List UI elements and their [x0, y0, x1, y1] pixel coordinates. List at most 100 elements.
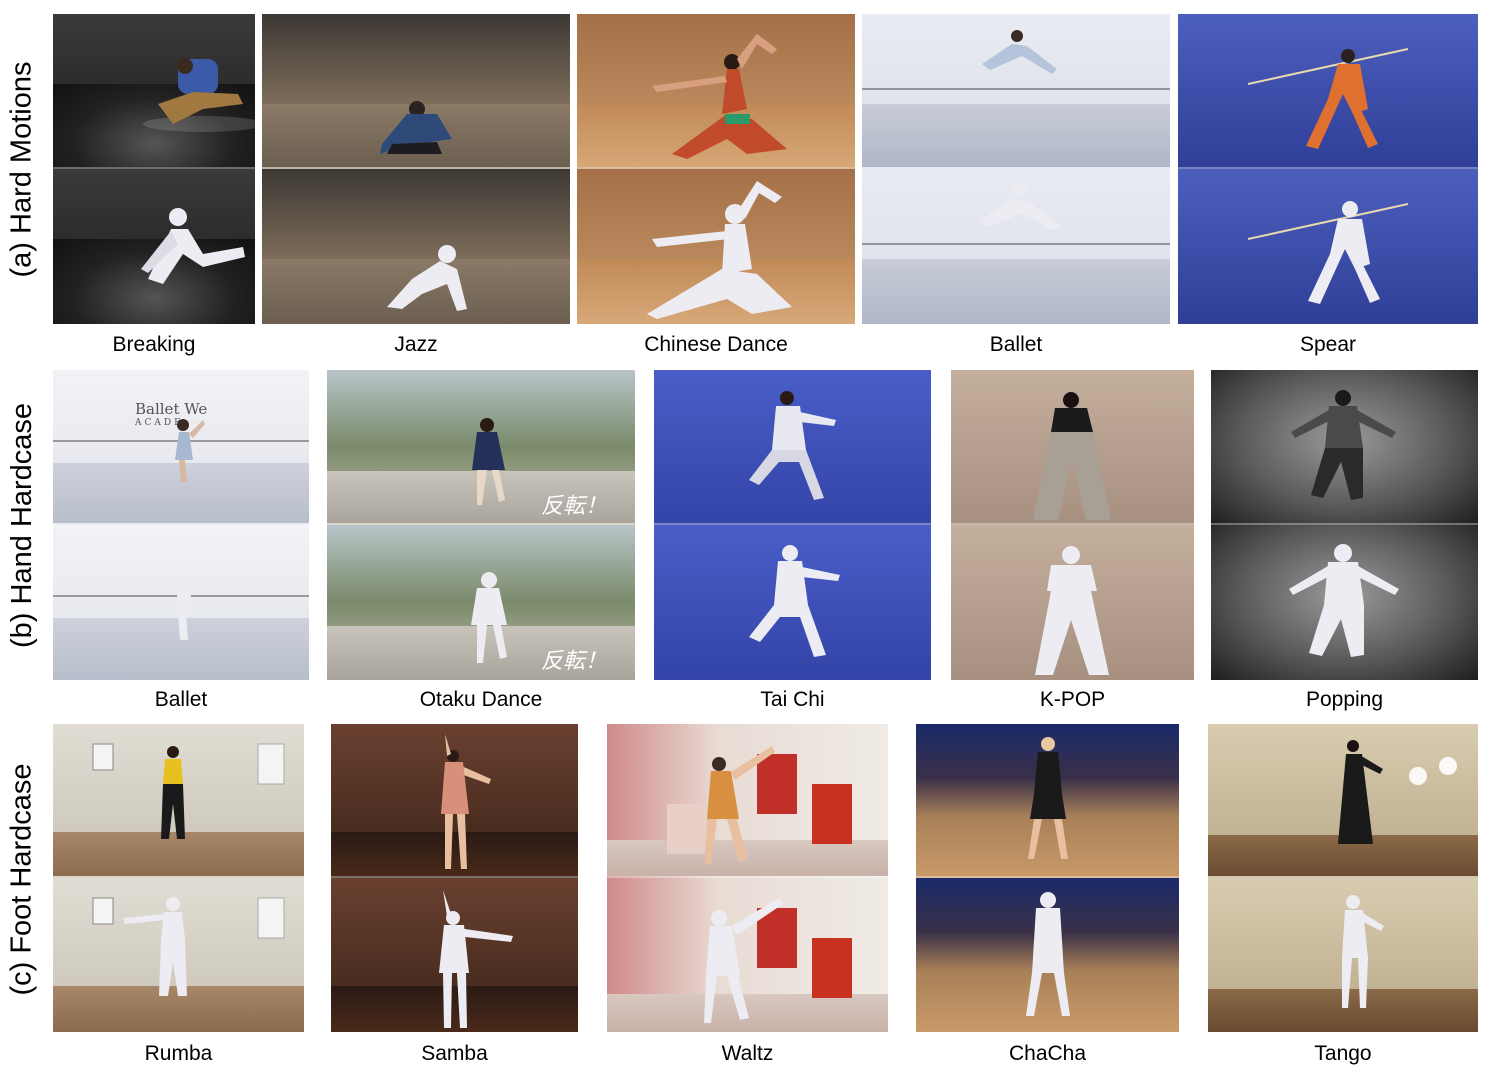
mesh-frame — [607, 876, 888, 1032]
mesh-figure — [1026, 892, 1070, 1016]
caption-ballet-a: Ballet — [989, 333, 1043, 356]
dancer-figure — [1028, 737, 1068, 859]
mesh-figure — [387, 245, 467, 311]
row-label-text: (a) Hard Motions — [5, 61, 38, 277]
caption-chacha: ChaCha — [1008, 1042, 1087, 1065]
mesh-figure — [647, 181, 792, 319]
image-samba — [331, 724, 578, 1032]
mesh-figure — [471, 572, 507, 663]
image-tango — [1208, 724, 1478, 1032]
caption-otaku-dance: Otaku Dance — [419, 688, 543, 711]
dancer-figure — [175, 419, 205, 482]
input-frame — [607, 724, 888, 878]
mesh-figure — [1247, 201, 1409, 304]
image-otaku-dance: 反転！ 反転！ — [327, 370, 635, 680]
row-label-text: (b) Hand Hardcase — [5, 402, 38, 648]
input-frame — [654, 370, 931, 525]
dancer-figure — [1291, 390, 1396, 500]
mesh-figure — [141, 208, 245, 284]
image-spear — [1178, 14, 1478, 324]
input-frame — [1178, 14, 1478, 169]
input-frame — [53, 724, 304, 878]
mesh-figure — [1035, 546, 1109, 675]
mesh-frame — [1178, 167, 1478, 324]
input-frame — [916, 724, 1179, 878]
image-jazz — [262, 14, 570, 324]
row-label-hard-motions: (a) Hard Motions — [0, 14, 44, 324]
mesh-frame — [53, 523, 309, 680]
otaku-overlay-text: 反転！ — [540, 494, 607, 519]
mesh-figure — [1289, 544, 1399, 657]
mesh-figure — [439, 890, 513, 1028]
mesh-frame — [1208, 876, 1478, 1032]
dancer-figure — [667, 746, 852, 864]
mesh-figure — [704, 898, 852, 1023]
mesh-figure — [175, 573, 208, 640]
image-ballet-a — [862, 14, 1170, 324]
dancer-figure — [749, 391, 836, 500]
input-frame — [331, 724, 578, 878]
input-frame: Ballet We ACADE — [53, 370, 309, 525]
input-frame: 反転！ — [327, 370, 635, 525]
mesh-frame — [916, 876, 1179, 1032]
caption-chinese-dance: Chinese Dance — [644, 333, 788, 356]
mesh-frame: 反転！ — [327, 523, 635, 680]
academy-sign: Ballet We ACADE — [135, 400, 207, 428]
image-waltz — [607, 724, 888, 1032]
image-k-pop — [951, 370, 1194, 680]
image-tai-chi — [654, 370, 931, 680]
caption-breaking: Breaking — [112, 333, 196, 356]
sign-subtext: ACADE — [135, 418, 184, 428]
input-frame — [1211, 370, 1478, 525]
dancer-figure — [1033, 392, 1111, 520]
row-label-foot-hardcase: (c) Foot Hardcase — [0, 724, 44, 1034]
input-frame — [1208, 724, 1478, 878]
mesh-figure — [1342, 895, 1384, 1008]
image-rumba — [53, 724, 304, 1032]
dancer-figure — [441, 734, 491, 869]
dancer-figure — [1338, 740, 1457, 844]
image-ballet-b: Ballet We ACADE — [53, 370, 309, 680]
mesh-frame — [53, 167, 255, 324]
caption-popping: Popping — [1305, 688, 1384, 711]
mesh-figure — [92, 897, 285, 996]
mesh-figure — [980, 182, 1060, 231]
row-label-text: (c) Foot Hardcase — [5, 762, 38, 996]
mesh-figure — [749, 545, 840, 657]
image-chinese-dance — [577, 14, 855, 324]
dancer-figure — [1247, 48, 1409, 149]
caption-rumba: Rumba — [144, 1042, 213, 1065]
mesh-frame — [951, 523, 1194, 680]
mesh-frame — [262, 167, 570, 324]
sign-text: Ballet We — [135, 400, 208, 418]
image-popping — [1211, 370, 1478, 680]
caption-tai-chi: Tai Chi — [760, 688, 825, 711]
image-breaking — [53, 14, 255, 324]
mesh-frame — [654, 523, 931, 680]
caption-jazz: Jazz — [394, 333, 438, 356]
row-label-hand-hardcase: (b) Hand Hardcase — [0, 370, 44, 680]
mesh-frame — [1211, 523, 1478, 680]
caption-samba: Samba — [421, 1042, 488, 1065]
mesh-frame — [331, 876, 578, 1032]
caption-tango: Tango — [1314, 1042, 1372, 1065]
input-frame — [53, 14, 255, 169]
dancer-figure — [92, 743, 285, 839]
input-frame — [577, 14, 855, 169]
dancer-figure — [380, 101, 452, 154]
input-frame — [951, 370, 1194, 525]
caption-k-pop: K-POP — [1039, 688, 1106, 711]
image-chacha — [916, 724, 1179, 1032]
dancer-figure — [982, 30, 1057, 74]
caption-spear: Spear — [1299, 333, 1357, 356]
dancer-figure — [652, 34, 787, 159]
input-frame — [262, 14, 570, 169]
dancer-figure — [472, 418, 505, 505]
input-frame — [862, 14, 1170, 169]
otaku-overlay-text: 反転！ — [540, 649, 607, 674]
mesh-frame — [577, 167, 855, 324]
caption-ballet-b: Ballet — [154, 688, 208, 711]
mesh-frame — [862, 167, 1170, 324]
caption-waltz: Waltz — [721, 1042, 774, 1065]
mesh-frame — [53, 876, 304, 1032]
